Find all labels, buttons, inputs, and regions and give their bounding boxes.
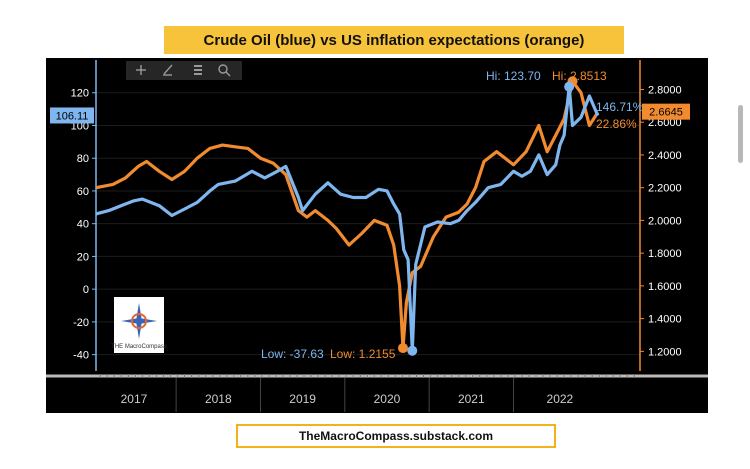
- inflation-expectations-line: [95, 79, 600, 350]
- left-axis: 120 100 80 60 40 20 0 -20 -40: [71, 60, 97, 371]
- left-tick-label: -20: [73, 317, 89, 329]
- macrocompass-logo: THE MacroCompass: [111, 297, 167, 353]
- page-scrollbar[interactable]: [738, 105, 743, 163]
- grid-lines: [96, 92, 640, 356]
- pct-blue-label: 146.71%: [596, 100, 644, 114]
- footer-source: TheMacroCompass.substack.com: [236, 424, 556, 448]
- orange-low-marker: [398, 343, 409, 354]
- crude-oil-line: [95, 85, 600, 353]
- chart-background: [46, 58, 708, 413]
- left-tick-label: 0: [83, 284, 89, 296]
- logo-text: THE MacroCompass: [111, 344, 167, 350]
- current-right-value: 2.6645: [649, 107, 683, 119]
- pen-icon[interactable]: [163, 64, 173, 76]
- year-label: 2020: [374, 392, 401, 406]
- left-tick-label: 20: [77, 251, 89, 263]
- right-tick-label: 2.2000: [648, 183, 682, 195]
- year-label: 2018: [205, 392, 232, 406]
- year-label: 2021: [458, 392, 485, 406]
- right-tick-label: 2.8000: [648, 84, 682, 96]
- crosshair-icon[interactable]: [136, 65, 146, 75]
- chart-toolbar[interactable]: [126, 61, 242, 80]
- time-axis: 2017 2018 2019 2020 2021 2022: [46, 374, 708, 412]
- year-label: 2022: [547, 392, 574, 406]
- hi-orange-label: Hi: 2.8513: [552, 69, 607, 83]
- left-tick-label: -40: [73, 350, 89, 362]
- low-orange-label: Low: 1.2155: [330, 347, 396, 361]
- annotations: Hi: 123.70 Hi: 2.8513 Low: -37.63 Low: 1.21…: [50, 69, 690, 361]
- right-tick-label: 1.2000: [648, 346, 682, 358]
- blue-low-marker: [407, 345, 418, 356]
- left-tick-label: 100: [71, 120, 89, 132]
- current-left-badge: [50, 107, 94, 124]
- right-tick-label: 1.8000: [648, 248, 682, 260]
- series: [95, 79, 600, 353]
- low-blue-label: Low: -37.63: [261, 347, 324, 361]
- year-label: 2019: [289, 392, 316, 406]
- right-tick-label: 2.0000: [648, 215, 682, 227]
- right-tick-label: 2.4000: [648, 150, 682, 162]
- hi-blue-label: Hi: 123.70: [486, 69, 541, 83]
- left-tick-label: 80: [77, 153, 89, 165]
- zoom-icon[interactable]: [218, 64, 231, 77]
- table-icon[interactable]: [194, 65, 202, 75]
- chart-title: Crude Oil (blue) vs US inflation expecta…: [164, 26, 624, 54]
- year-label: 2017: [121, 392, 148, 406]
- blue-high-marker: [564, 81, 575, 92]
- left-tick-label: 120: [71, 88, 89, 100]
- right-axis: 2.8000 2.6000 2.4000 2.2000 2.0000 1.8000 1.60…: [639, 60, 682, 371]
- current-right-badge: [642, 103, 690, 120]
- current-left-value: 106.11: [56, 110, 89, 122]
- left-tick-label: 40: [77, 219, 89, 231]
- right-tick-label: 1.6000: [648, 281, 682, 293]
- chart-panel[interactable]: 120 100 80 60 40 20 0 -20 -40 2.8000 2.6000 2.4000…: [46, 58, 708, 413]
- right-tick-label: 1.4000: [648, 314, 682, 326]
- pct-orange-label: 22.86%: [596, 117, 637, 131]
- left-tick-label: 60: [77, 186, 89, 198]
- right-tick-label: 2.6000: [648, 117, 682, 129]
